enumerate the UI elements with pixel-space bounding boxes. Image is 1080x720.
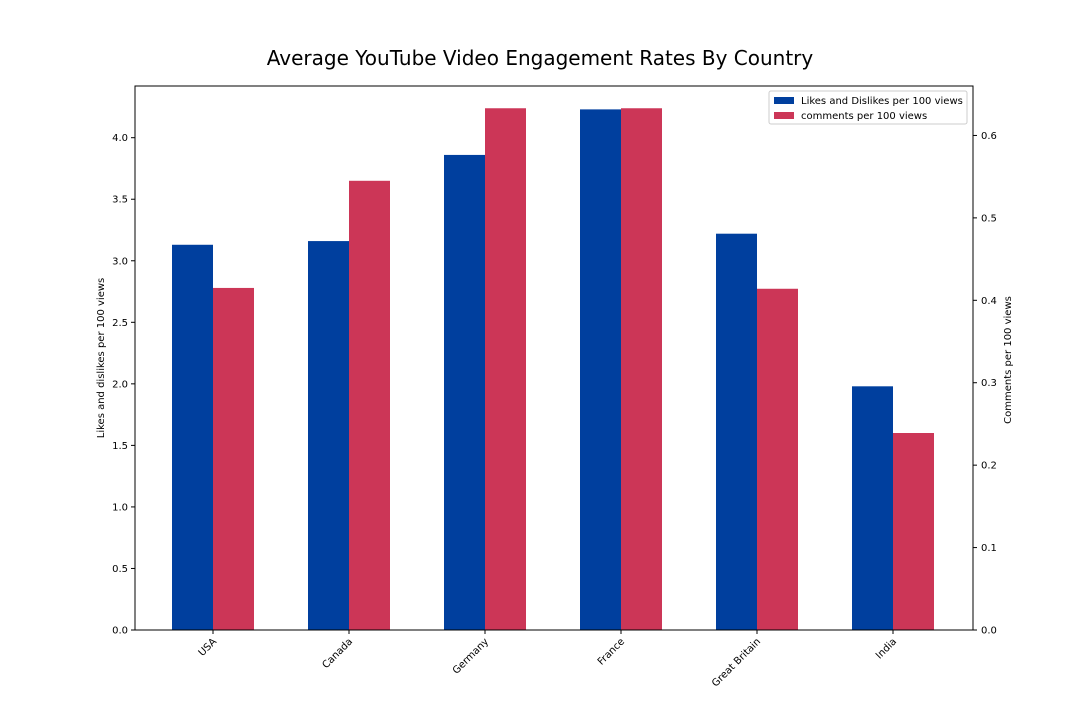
- bar-likes-dislikes-india: [852, 386, 893, 630]
- x-tick-label: Germany: [451, 636, 491, 676]
- legend: Likes and Dislikes per 100 views comments…: [768, 90, 968, 125]
- bars-layer: [172, 108, 934, 631]
- bar-likes-dislikes-usa: [172, 244, 213, 630]
- left-y-tick-label: 3.5: [112, 195, 128, 206]
- left-y-tick-label: 1.0: [112, 502, 128, 513]
- left-y-tick-label: 0.5: [112, 564, 128, 575]
- x-tick-label: USA: [197, 636, 220, 659]
- bar-comments-germany: [485, 108, 526, 631]
- bar-likes-dislikes-great-britain: [716, 233, 757, 630]
- legend-label: Likes and Dislikes per 100 views: [801, 96, 963, 107]
- bar-comments-france: [621, 108, 662, 631]
- legend-swatch: [774, 112, 794, 119]
- x-tick-label: Canada: [320, 636, 355, 671]
- left-y-tick-label: 2.5: [112, 318, 128, 329]
- right-y-tick-label: 0.0: [981, 626, 997, 637]
- legend-box: [768, 90, 968, 125]
- left-y-tick-label: 0.0: [112, 626, 128, 637]
- legend-label: comments per 100 views: [801, 111, 927, 122]
- chart-title: Average YouTube Video Engagement Rates B…: [267, 46, 814, 70]
- right-y-tick-label: 0.5: [981, 213, 997, 224]
- legend-swatch: [774, 97, 794, 104]
- bar-likes-dislikes-canada: [308, 241, 349, 631]
- right-y-tick-label: 0.2: [981, 461, 997, 472]
- left-y-axis-label: Likes and dislikes per 100 views: [96, 278, 107, 438]
- x-axis: USA Canada Germany France Great Britain India: [197, 630, 899, 689]
- right-y-axis: 0.0 0.1 0.2 0.3 0.4 0.5 0.6: [973, 131, 997, 637]
- left-y-axis: 0.0 0.5 1.0 1.5 2.0 2.5 3.0 3.5 4.0: [112, 133, 135, 637]
- left-y-tick-label: 2.0: [112, 379, 128, 390]
- left-y-tick-label: 1.5: [112, 441, 128, 452]
- bar-comments-usa: [213, 287, 254, 630]
- bar-likes-dislikes-germany: [444, 154, 485, 630]
- right-y-tick-label: 0.6: [981, 131, 997, 142]
- right-y-tick-label: 0.4: [981, 296, 997, 307]
- x-tick-label: Great Britain: [710, 636, 763, 689]
- left-y-tick-label: 3.0: [112, 256, 128, 267]
- right-y-tick-label: 0.3: [981, 378, 997, 389]
- right-y-axis-label: Comments per 100 views: [1003, 296, 1014, 424]
- x-tick-label: France: [596, 636, 627, 667]
- bar-comments-great-britain: [757, 288, 798, 630]
- x-tick-label: India: [874, 636, 899, 661]
- bar-comments-canada: [349, 180, 390, 630]
- bar-likes-dislikes-france: [580, 109, 621, 630]
- left-y-tick-label: 4.0: [112, 133, 128, 144]
- bar-comments-india: [893, 433, 934, 630]
- right-y-tick-label: 0.1: [981, 543, 997, 554]
- plot-area: [134, 85, 974, 631]
